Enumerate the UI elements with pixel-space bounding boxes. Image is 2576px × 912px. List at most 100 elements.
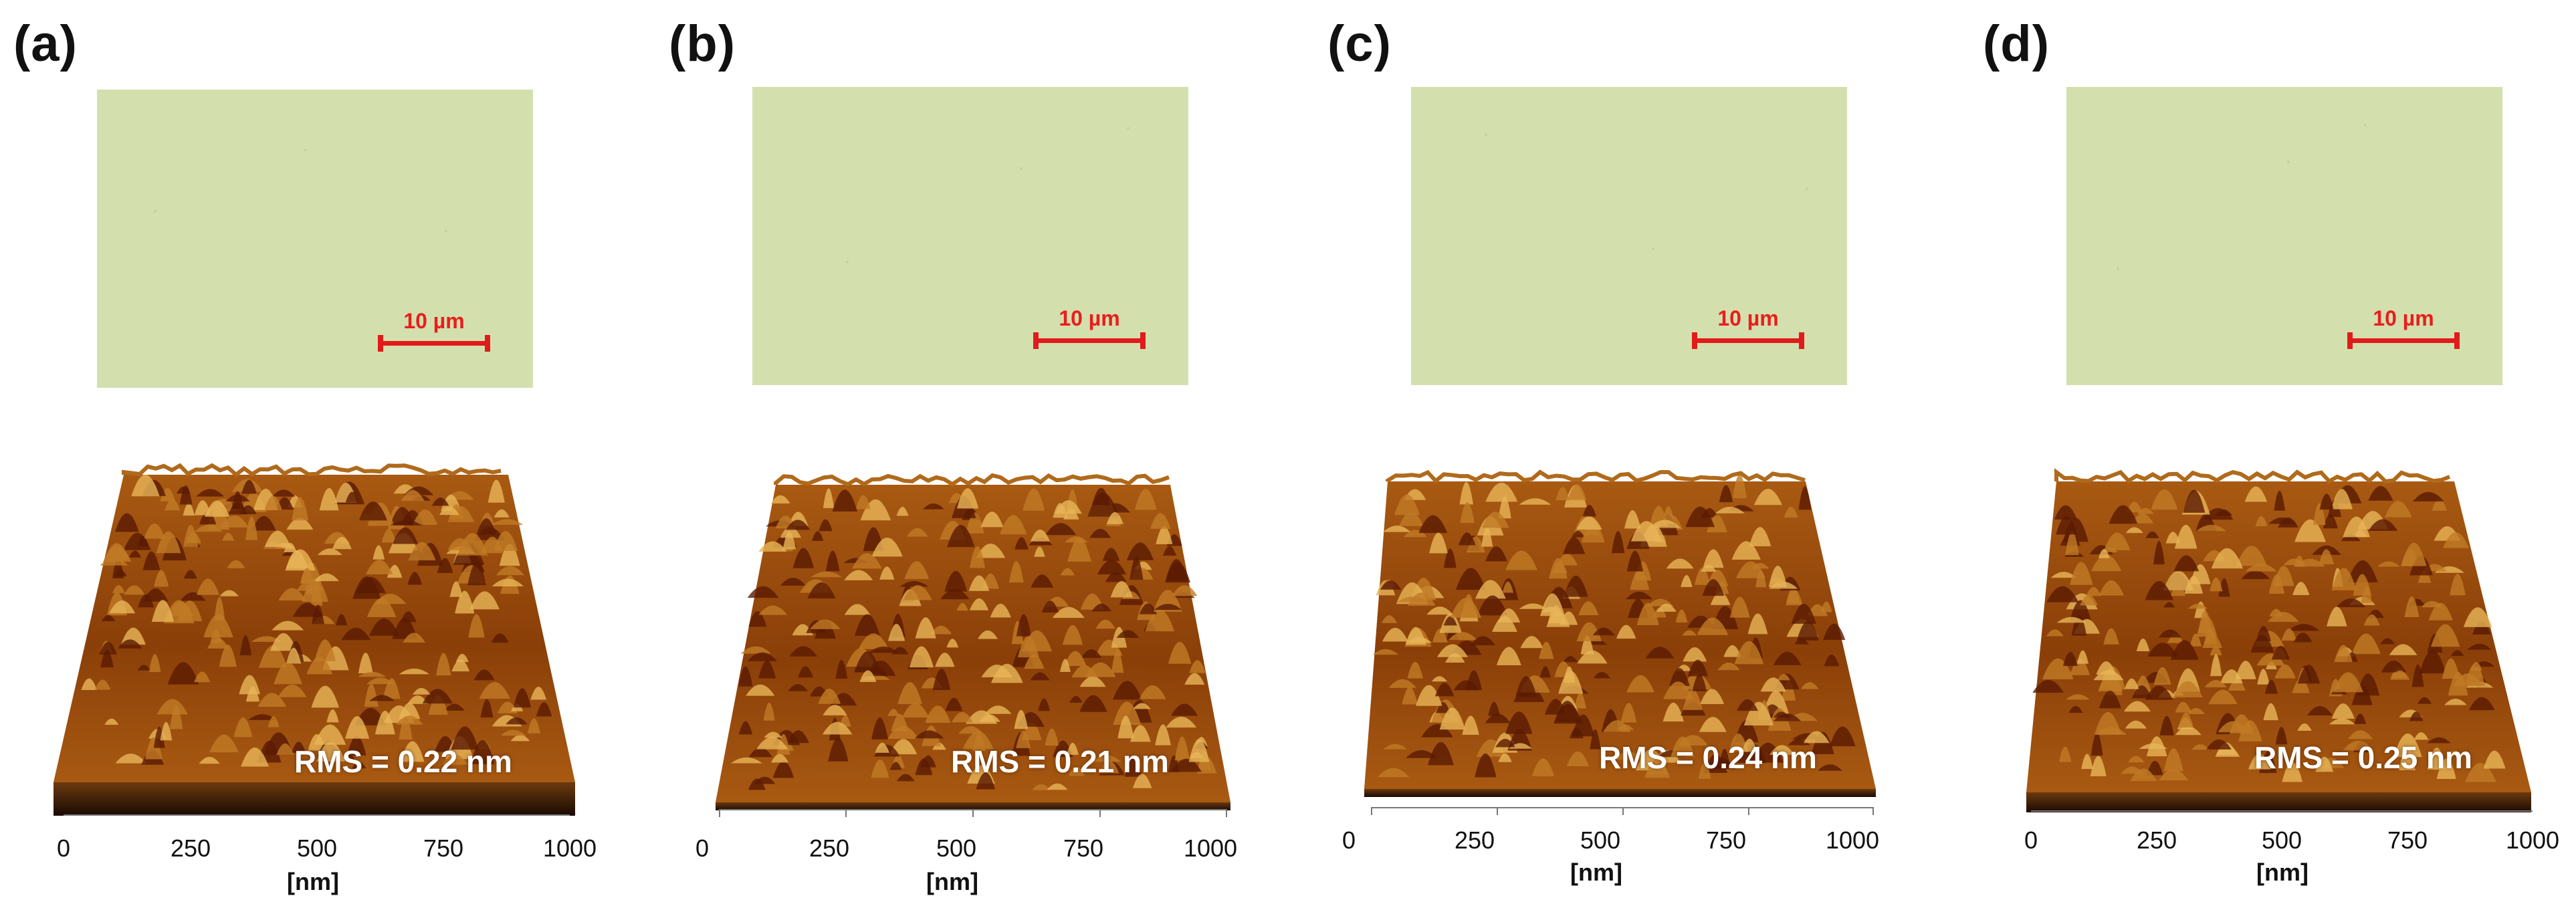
afm-peak [2351,633,2381,655]
afm-peak [314,639,336,661]
afm-peak [343,753,355,760]
afm-peak [1134,489,1157,510]
afm-peak [1551,562,1568,573]
afm-peak [285,549,316,571]
afm-peak [2128,756,2145,763]
afm-peak [2268,612,2299,622]
afm-peak [1778,674,1790,681]
x-tick-label: 250 [809,834,850,862]
afm-peak [2158,629,2181,638]
afm-peak [1675,609,1688,623]
afm-peak [2368,519,2398,532]
afm-peak [2264,679,2278,694]
afm-peak [81,678,97,690]
afm-peak [740,646,771,654]
afm-peak [341,627,371,641]
afm-peak [306,657,333,675]
afm-peak [1047,783,1068,790]
x-tick-label: 0 [695,834,710,862]
afm-peak [2413,732,2429,740]
afm-peak [1574,692,1586,709]
afm-peak [871,537,903,557]
afm-peak [2333,672,2363,693]
x-tick-label: 250 [1454,826,1495,854]
afm-peak [1030,672,1050,681]
afm-peak [2446,750,2462,756]
afm-peak [165,498,181,511]
afm-peak [400,611,417,622]
afm-peak [332,536,352,550]
afm-peak [788,684,809,691]
afm-peak [835,659,848,679]
afm-peak [2147,643,2178,657]
afm-peak [399,717,413,740]
afm-peak [915,617,936,639]
afm-peak [823,488,835,508]
afm-peak [1495,739,1515,748]
afm-peak [506,717,528,725]
afm-peak [2271,645,2290,660]
afm-peak [1093,755,1121,762]
afm-peak [2443,532,2469,548]
afm-peak [1000,515,1027,535]
afm-peak [1475,580,1506,599]
afm-peak [407,695,428,704]
afm-peak [2178,712,2194,728]
afm-peak [1377,768,1410,778]
afm-peak [319,487,339,511]
afm-peak [2274,490,2285,511]
afm-peak [2153,540,2165,565]
surface-speck [304,148,307,151]
afm-peak [1095,619,1115,629]
afm-peak [1753,488,1782,505]
afm-peak [1428,742,1454,766]
afm-top-edge [2054,468,2451,484]
afm-peak [952,711,973,723]
afm-peak [1045,523,1077,536]
x-tick [1099,809,1101,817]
afm-peak [1539,641,1554,659]
afm-peak [451,659,470,672]
afm-peak [156,531,181,554]
afm-peak [1041,600,1059,613]
afm-peak [1406,750,1437,758]
afm-peak [272,489,295,497]
afm-peak [1798,486,1812,510]
afm-peak [1154,604,1182,610]
afm-peak [2468,697,2495,711]
afm-peak [312,604,324,624]
afm-peak [1784,506,1798,518]
x-tick-label: 750 [1063,834,1104,862]
afm-peak [2103,628,2119,645]
afm-peak [1009,561,1024,583]
afm-peak [2483,750,2506,769]
afm-peak [976,543,1006,558]
afm-peak [1399,511,1424,526]
afm-peak [1133,703,1151,709]
afm-peak [2248,754,2271,770]
afm-peak [2353,574,2372,596]
afm-peak [2170,640,2199,660]
afm-peak [2413,491,2444,501]
afm-peak [401,741,425,762]
afm-peak [738,721,753,735]
afm-peak [436,653,451,676]
afm-peak [2210,645,2222,656]
afm-peak [286,647,302,664]
afm-peak [1091,603,1112,612]
afm-peak [2282,762,2302,782]
afm-peak [257,693,287,707]
afm-peak [2187,707,2206,715]
afm-peak [1572,530,1585,538]
afm-peak [969,598,989,610]
afm-peak [1016,731,1031,748]
afm-peak [1461,594,1477,618]
afm-peak [2210,654,2222,677]
afm-peak [909,646,934,668]
afm-peak [245,516,258,540]
afm-peak [151,600,175,622]
afm-peak [875,742,889,753]
afm-peak [1097,560,1127,575]
x-axis-unit: [nm] [926,868,978,895]
afm-peak [879,566,895,580]
